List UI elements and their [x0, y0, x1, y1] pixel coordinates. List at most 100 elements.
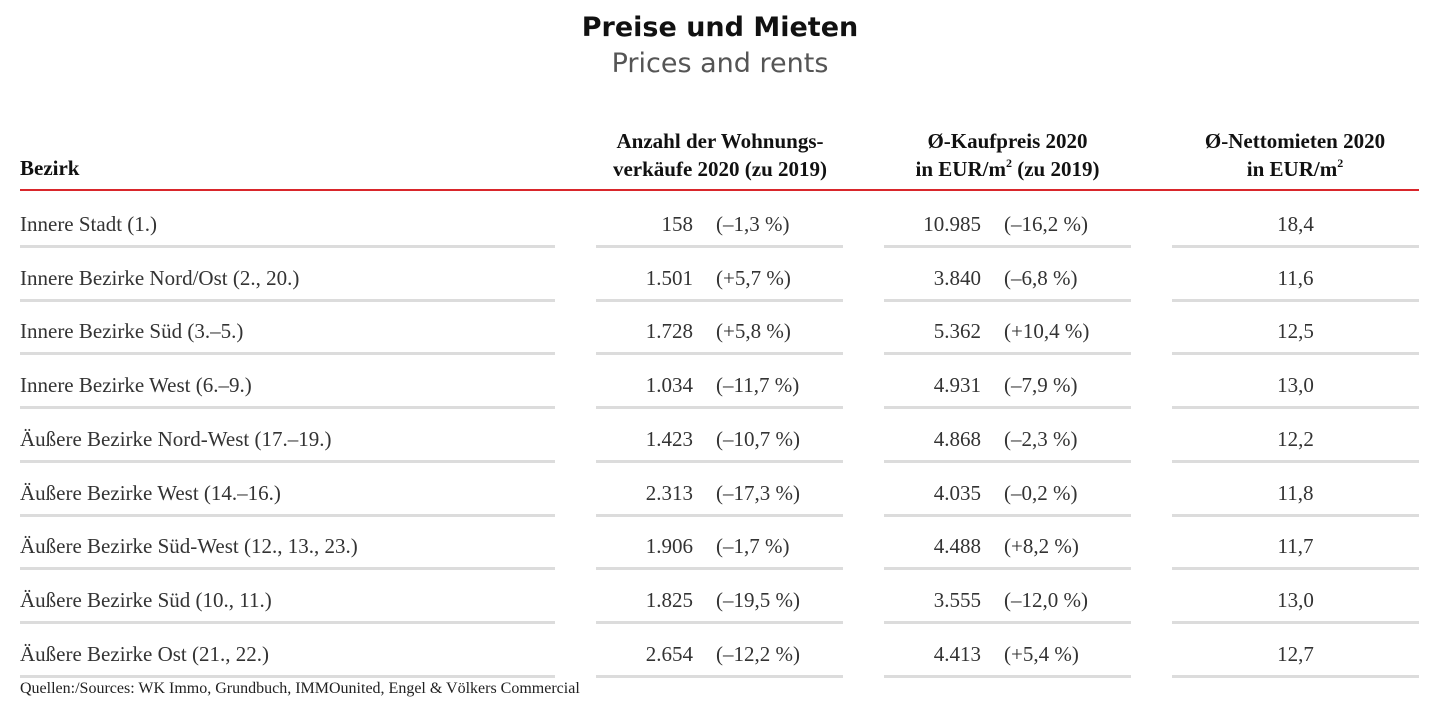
row-sales: 158 [661, 212, 694, 236]
table-row: Äußere Bezirke Nord-West (17.–19.) 1.423 (… [0, 412, 1440, 466]
row-price-change: (–2,3 %) [1004, 426, 1078, 451]
row-price: 3.555 [933, 587, 981, 612]
row-price: 4.488 [933, 534, 981, 559]
row-name: Äußere Bezirke Süd (10., 11.) [20, 587, 272, 612]
row-price: 4.868 [933, 426, 981, 451]
row-name: Äußere Bezirke Nord-West (17.–19.) [20, 426, 332, 451]
header-sales-line1: Anzahl der Wohnungs- [616, 129, 824, 153]
row-divider [884, 352, 1131, 356]
row-divider [884, 245, 1131, 248]
row-divider [20, 513, 555, 517]
row-sales: 1.825 [645, 587, 693, 612]
row-price: 5.362 [933, 319, 981, 344]
row-divider [1172, 620, 1419, 624]
row-price-change: (–7,9 %) [1004, 373, 1078, 398]
row-divider [884, 298, 1131, 302]
row-divider [884, 674, 1131, 678]
row-price-change: (–12,0 %) [1004, 587, 1088, 612]
row-sales-change: (+5,8 %) [716, 319, 791, 344]
row-rent: 12,2 [1277, 426, 1314, 451]
row-sales: 1.034 [645, 373, 693, 398]
row-divider [1172, 406, 1419, 410]
header-price-line2: in EUR/m2 (zu 2019) [880, 155, 1135, 183]
row-divider [596, 513, 843, 517]
header-price-unit-exponent: 2 [1005, 156, 1012, 170]
header-sales-line2: verkäufe 2020 (zu 2019) [612, 157, 828, 181]
page-title: Preise und Mieten [581, 12, 859, 43]
header-price-line1: Ø-Kaufpreis 2020 [927, 129, 1088, 153]
header-price-compare: (zu 2019) [1011, 157, 1100, 181]
table-row: Äußere Bezirke Ost (21., 22.) 2.654 (–12,2… [0, 627, 1440, 681]
row-divider [596, 406, 843, 410]
row-name: Äußere Bezirke Süd-West (12., 13., 23.) [20, 534, 358, 559]
row-name: Innere Bezirke Süd (3.–5.) [20, 319, 244, 344]
row-divider [20, 674, 555, 678]
row-divider [1172, 459, 1419, 463]
row-divider [596, 620, 843, 624]
table-row: Innere Bezirke Nord/Ost (2., 20.) 1.501 (+… [0, 251, 1440, 305]
table-row: Innere Bezirke West (6.–9.) 1.034 (–11,7 %… [0, 358, 1440, 412]
table-row: Innere Stadt (1.) 158 (–1,3 %) 10.985 (–16,2… [0, 197, 1440, 251]
row-divider [20, 620, 555, 624]
row-sales-change: (–1,3 %) [716, 212, 790, 236]
row-divider [596, 674, 843, 678]
row-divider [596, 352, 843, 356]
row-divider [596, 298, 843, 302]
row-rent: 12,7 [1277, 641, 1314, 666]
row-name: Äußere Bezirke West (14.–16.) [20, 480, 281, 505]
row-name: Äußere Bezirke Ost (21., 22.) [20, 641, 270, 666]
row-divider [1172, 352, 1419, 356]
row-divider [884, 513, 1131, 517]
row-price-change: (–6,8 %) [1004, 265, 1078, 290]
row-divider [1172, 513, 1419, 517]
row-divider [20, 352, 555, 356]
row-rent: 13,0 [1277, 587, 1314, 612]
table-row: Äußere Bezirke West (14.–16.) 2.313 (–17,3… [0, 466, 1440, 520]
row-divider [596, 245, 843, 248]
row-sales: 2.654 [645, 641, 693, 666]
row-price-change: (–0,2 %) [1004, 480, 1078, 505]
row-divider [596, 459, 843, 463]
row-sales-change: (–10,7 %) [716, 426, 800, 451]
row-sales-change: (–19,5 %) [716, 587, 800, 612]
row-price-change: (–16,2 %) [1004, 212, 1088, 236]
row-divider [884, 620, 1131, 624]
row-sales-change: (–1,7 %) [716, 534, 790, 559]
row-name: Innere Stadt (1.) [20, 212, 158, 236]
row-sales: 1.728 [645, 319, 693, 344]
row-price-change: (+10,4 %) [1004, 319, 1090, 344]
header-rent-line2: in EUR/m2 [1170, 155, 1420, 183]
header-rent-unit-exponent: 2 [1337, 156, 1344, 170]
row-divider [884, 406, 1131, 410]
header-divider [20, 189, 1419, 191]
header-rent-line1: Ø-Nettomieten 2020 [1204, 129, 1386, 153]
row-price-change: (+8,2 %) [1004, 534, 1079, 559]
header-sales: Anzahl der Wohnungs- verkäufe 2020 (zu 2… [595, 127, 845, 183]
row-name: Innere Bezirke Nord/Ost (2., 20.) [20, 265, 300, 290]
row-rent: 13,0 [1277, 373, 1314, 398]
row-price: 4.931 [933, 373, 981, 398]
row-rent: 11,6 [1277, 265, 1314, 290]
header-rent: Ø-Nettomieten 2020 in EUR/m2 [1170, 127, 1420, 183]
row-price-change: (+5,4 %) [1004, 641, 1079, 666]
header-price: Ø-Kaufpreis 2020 in EUR/m2 (zu 2019) [880, 127, 1135, 183]
row-divider [20, 567, 555, 571]
row-rent: 11,7 [1277, 534, 1314, 559]
row-price: 10.985 [923, 212, 981, 236]
row-divider [20, 459, 555, 463]
row-divider [20, 406, 555, 410]
row-divider [1172, 298, 1419, 302]
row-divider [884, 567, 1131, 571]
row-rent: 18,4 [1277, 212, 1314, 236]
row-sales: 1.423 [645, 426, 693, 451]
header-rent-unit: in EUR/m [1246, 157, 1338, 181]
row-divider [20, 245, 555, 248]
row-sales-change: (–17,3 %) [716, 480, 800, 505]
row-divider [596, 567, 843, 571]
page-subtitle: Prices and rents [611, 48, 829, 79]
row-sales-change: (–11,7 %) [716, 373, 800, 398]
row-price: 4.035 [933, 480, 981, 505]
row-sales: 1.906 [645, 534, 693, 559]
row-divider [1172, 245, 1419, 248]
table-row: Innere Bezirke Süd (3.–5.) 1.728 (+5,8 %) 5… [0, 304, 1440, 358]
